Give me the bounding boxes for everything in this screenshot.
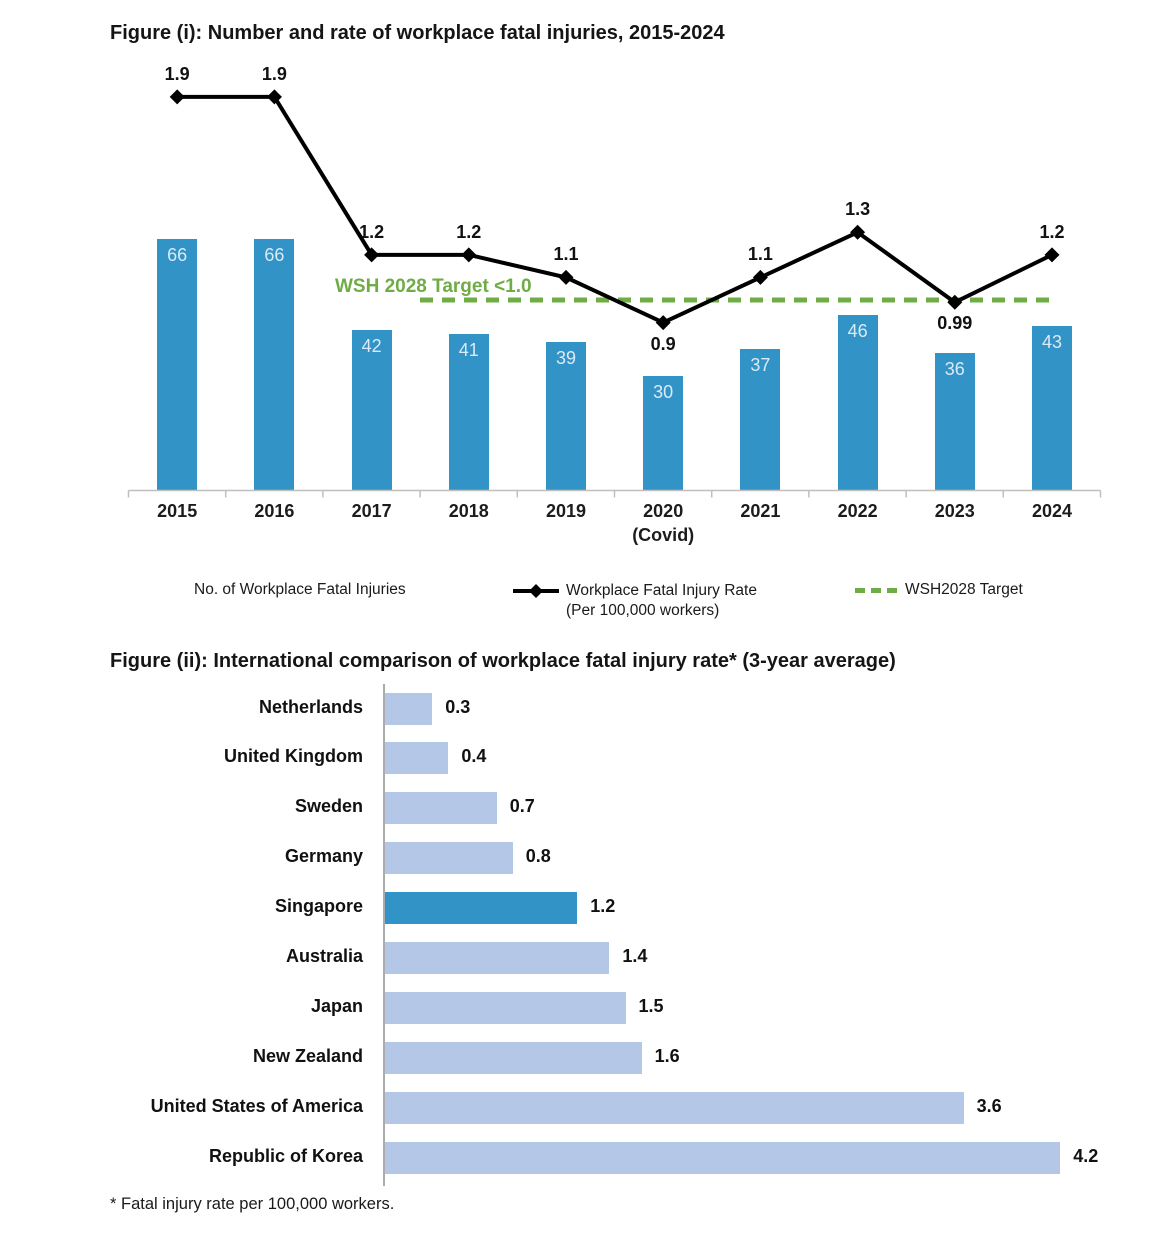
country-label: Japan — [310, 995, 363, 1016]
injury-rate-point-marker — [1044, 247, 1060, 263]
country-rate-bar — [384, 991, 626, 1024]
rate-value-label: 1.2 — [590, 896, 616, 917]
fatal-injuries-bar: 66 — [157, 239, 198, 490]
country-label: Singapore — [274, 896, 363, 917]
x-axis-label: 2015 — [157, 501, 198, 521]
figure2-category-axis — [383, 684, 385, 1186]
fatal-injuries-bar: 41 — [448, 334, 489, 490]
bar-value-label: 43 — [1041, 332, 1063, 353]
injury-rate-point-marker — [850, 224, 866, 240]
country-rate-bar — [384, 942, 610, 974]
injury-rate-point-marker — [752, 269, 768, 285]
country-rate-bar — [384, 742, 449, 775]
rate-value-label: 1.2 — [456, 221, 482, 242]
bar-value-label: 39 — [555, 347, 577, 368]
injury-rate-point-marker — [169, 89, 185, 105]
legend-label: No. of Workplace Fatal Injuries — [194, 581, 406, 598]
bar-swatch-icon — [152, 584, 186, 597]
x-axis-label: 2021 — [740, 501, 781, 521]
country-label: Netherlands — [258, 696, 363, 717]
country-rate-bar — [384, 1141, 1061, 1174]
x-axis-label: 2023 — [934, 501, 975, 521]
country-label: Germany — [284, 846, 363, 867]
legend-item-fatal-injuries: No. of Workplace Fatal Injuries — [152, 581, 406, 599]
rate-value-label: 0.3 — [445, 696, 471, 717]
fatal-injuries-bar: 39 — [546, 341, 586, 490]
x-axis-label: 2024 — [1031, 501, 1073, 521]
country-label: United Kingdom — [224, 746, 363, 767]
country-rate-bar — [384, 792, 497, 825]
injury-rate-point-marker — [655, 315, 671, 331]
rate-value-label: 1.6 — [654, 1045, 680, 1066]
fatal-injuries-bar: 30 — [643, 375, 684, 490]
fatal-injuries-bar: 36 — [934, 353, 975, 490]
country-rate-bar — [384, 692, 433, 725]
country-rate-bar — [384, 1091, 964, 1124]
fatal-injuries-bar: 37 — [740, 349, 781, 490]
x-axis-label: 2020 — [643, 501, 684, 521]
rate-value-label: 1.9 — [261, 63, 287, 84]
x-axis-label: 2018 — [448, 501, 489, 521]
x-axis-label: 2016 — [254, 501, 295, 521]
country-rate-bar — [384, 842, 513, 875]
bar-value-label: 42 — [361, 336, 382, 357]
x-axis-label: 2022 — [837, 501, 878, 521]
bar-value-label: 41 — [458, 340, 479, 361]
legend-label: WSH2028 Target — [905, 581, 1023, 598]
x-axis-label: 2017 — [351, 501, 392, 521]
rate-value-label: 1.4 — [622, 946, 648, 966]
injury-rate-point-marker — [266, 89, 282, 105]
x-axis-label: 2019 — [545, 501, 587, 521]
injury-rate-line — [177, 94, 1053, 325]
rate-value-label: 0.4 — [461, 746, 487, 767]
figure2-title: Figure (ii): International comparison of… — [110, 650, 896, 672]
bar-value-label: 66 — [264, 245, 285, 265]
rate-value-label: 0.99 — [937, 313, 973, 334]
rate-value-label: 4.2 — [1073, 1145, 1099, 1166]
wsh-target-annotation: WSH 2028 Target <1.0 — [335, 276, 532, 297]
country-label: Sweden — [294, 796, 363, 817]
legend-item-target: WSH2028 Target — [855, 581, 1023, 599]
line-diamond-swatch-icon — [513, 584, 559, 598]
injury-rate-point-marker — [364, 247, 380, 263]
fatal-injuries-bar: 66 — [254, 239, 295, 490]
fatal-injuries-bar: 46 — [837, 315, 878, 490]
rate-value-label: 1.5 — [638, 995, 664, 1016]
country-label: New Zealand — [252, 1045, 363, 1066]
injury-rate-point-marker — [947, 294, 963, 310]
bar-value-label: 66 — [167, 245, 188, 265]
rate-value-label: 1.2 — [1039, 221, 1065, 242]
figure1-title: Figure (i): Number and rate of workplace… — [110, 22, 725, 44]
footnote: * Fatal injury rate per 100,000 workers. — [110, 1195, 395, 1213]
country-label: Republic of Korea — [208, 1145, 363, 1166]
rate-value-label: 0.9 — [650, 333, 676, 354]
bar-value-label: 46 — [847, 321, 868, 342]
rate-value-label: 3.6 — [976, 1095, 1002, 1116]
injury-rate-point-marker — [461, 247, 477, 263]
rate-value-label: 0.7 — [509, 796, 535, 817]
rate-value-label: 0.8 — [525, 846, 551, 867]
legend-item-injury-rate: Workplace Fatal Injury Rate (Per 100,000… — [512, 581, 757, 621]
fatal-injuries-bar: 43 — [1032, 326, 1072, 490]
x-axis-sublabel: (Covid) — [632, 525, 695, 545]
fatal-injuries-bar: 42 — [351, 330, 392, 490]
bar-value-label: 36 — [944, 359, 965, 380]
bar-value-label: 37 — [750, 355, 771, 376]
country-rate-bar — [384, 1041, 642, 1074]
rate-value-label: 1.1 — [747, 244, 773, 265]
legend-label: Workplace Fatal Injury Rate (Per 100,000… — [566, 582, 757, 619]
dash-swatch-icon — [855, 588, 897, 593]
rate-value-label: 1.2 — [359, 221, 385, 242]
bar-value-label: 30 — [653, 381, 674, 402]
country-label: Australia — [285, 946, 363, 966]
injury-rate-point-marker — [558, 269, 574, 285]
rate-value-label: 1.9 — [164, 63, 190, 84]
country-label: United States of America — [150, 1095, 363, 1116]
singapore-highlight-bar — [384, 892, 578, 925]
rate-value-label: 1.3 — [845, 199, 871, 220]
rate-value-label: 1.1 — [553, 244, 579, 265]
